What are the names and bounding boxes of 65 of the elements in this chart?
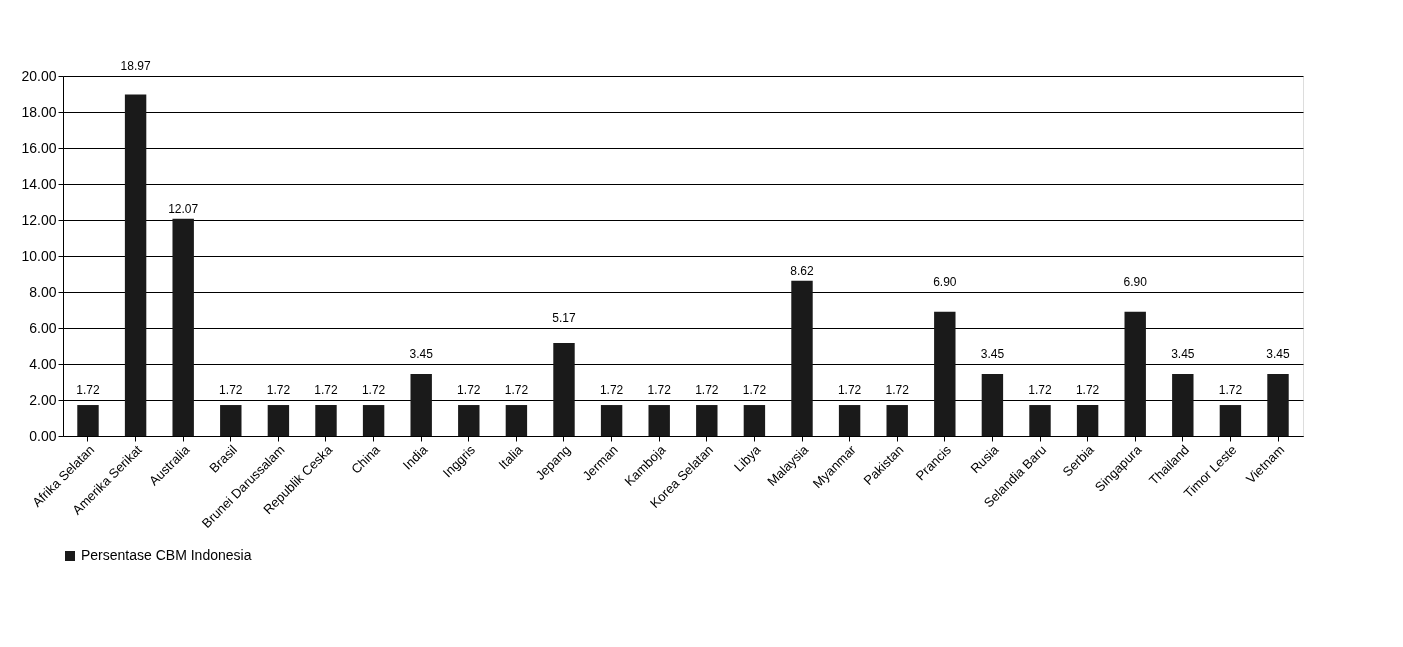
bar [458, 405, 480, 436]
bar [1029, 405, 1051, 436]
bar [220, 405, 242, 436]
y-tick-label: 14.00 [21, 175, 57, 192]
bar [886, 405, 908, 436]
bar [553, 342, 575, 436]
bar [1172, 373, 1194, 436]
data-label: 1.72 [361, 383, 386, 397]
bar [934, 311, 956, 436]
data-label: 1.72 [219, 383, 243, 397]
bar [1267, 373, 1289, 436]
y-tick-label: 6.00 [29, 319, 57, 336]
bar [362, 405, 385, 436]
data-label: 1.72 [1218, 383, 1243, 397]
x-tick-label: Italia [495, 441, 527, 473]
data-label: 6.90 [1123, 275, 1148, 289]
y-tick-label: 10.00 [21, 247, 57, 264]
data-label: 1.72 [266, 383, 291, 397]
data-label: 5.17 [552, 311, 576, 325]
bar [696, 405, 718, 436]
bar [1076, 405, 1099, 436]
bar [1219, 405, 1242, 436]
bar [77, 405, 99, 436]
data-label: 12.07 [168, 201, 199, 216]
data-label: 1.72 [1028, 383, 1053, 397]
data-label: 3.45 [409, 347, 434, 361]
y-tick-label: 0.00 [29, 427, 57, 444]
data-label: 1.72 [742, 383, 767, 397]
bar [410, 373, 432, 436]
bar [124, 94, 147, 436]
data-label: 1.72 [457, 383, 481, 397]
y-tick-label: 8.00 [29, 283, 57, 300]
bar [172, 218, 194, 436]
y-tick-label: 20.00 [21, 67, 57, 84]
data-label: 1.72 [504, 383, 529, 397]
bar [743, 405, 766, 436]
data-label: 1.72 [695, 383, 719, 397]
y-tick-label: 4.00 [29, 355, 57, 372]
data-label: 8.62 [790, 263, 814, 278]
data-label: 1.72 [1075, 383, 1100, 397]
y-tick-label: 16.00 [21, 139, 57, 156]
bar [981, 373, 1004, 436]
data-label: 3.45 [1266, 347, 1291, 361]
bar [648, 405, 670, 436]
data-label: 1.72 [599, 383, 624, 397]
data-label: 3.45 [1171, 347, 1195, 361]
data-label: 1.72 [314, 383, 338, 397]
y-tick-label: 2.00 [29, 391, 57, 408]
data-label: 18.97 [120, 59, 151, 73]
data-label: 1.72 [76, 383, 100, 397]
bar [838, 405, 861, 436]
bar [1124, 311, 1146, 436]
y-tick-label: 12.00 [21, 211, 57, 228]
data-label: 3.45 [980, 347, 1005, 361]
data-label: 6.90 [933, 275, 957, 289]
data-label: 1.72 [885, 383, 910, 397]
data-label: 1.72 [837, 383, 862, 397]
y-tick-label: 18.00 [21, 103, 57, 120]
data-label: 1.72 [647, 383, 672, 397]
bar [791, 280, 813, 436]
bar [505, 405, 528, 436]
bar [267, 405, 290, 436]
legend-label: Persentase CBM Indonesia [81, 547, 252, 563]
bar [600, 405, 623, 436]
bar [315, 405, 337, 436]
